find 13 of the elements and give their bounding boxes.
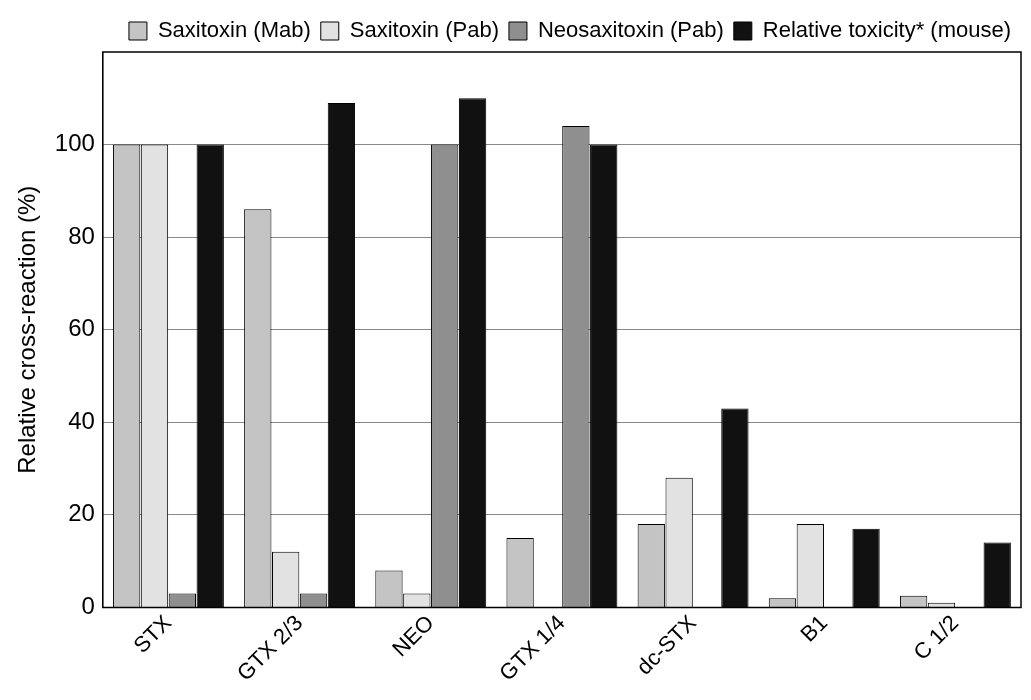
y-tick-label: 40: [68, 406, 95, 434]
y-tick-label: 0: [81, 592, 95, 620]
y-axis-title: Relative cross-reaction (%): [13, 185, 41, 474]
legend-label: Saxitoxin (Pab): [349, 17, 499, 43]
x-tick-label: B1: [795, 609, 833, 647]
x-tick-label: C 1/2: [908, 609, 964, 665]
y-tick-label: 100: [54, 129, 95, 157]
y-tick-label: 60: [68, 314, 95, 342]
legend-label: Saxitoxin (Mab): [157, 17, 311, 43]
legend-label: Neosaxitoxin (Pab): [537, 17, 724, 43]
y-tick-label: 80: [68, 221, 95, 249]
y-tick-label: 20: [68, 499, 95, 527]
legend-label: Relative toxicity* (mouse): [762, 17, 1011, 43]
